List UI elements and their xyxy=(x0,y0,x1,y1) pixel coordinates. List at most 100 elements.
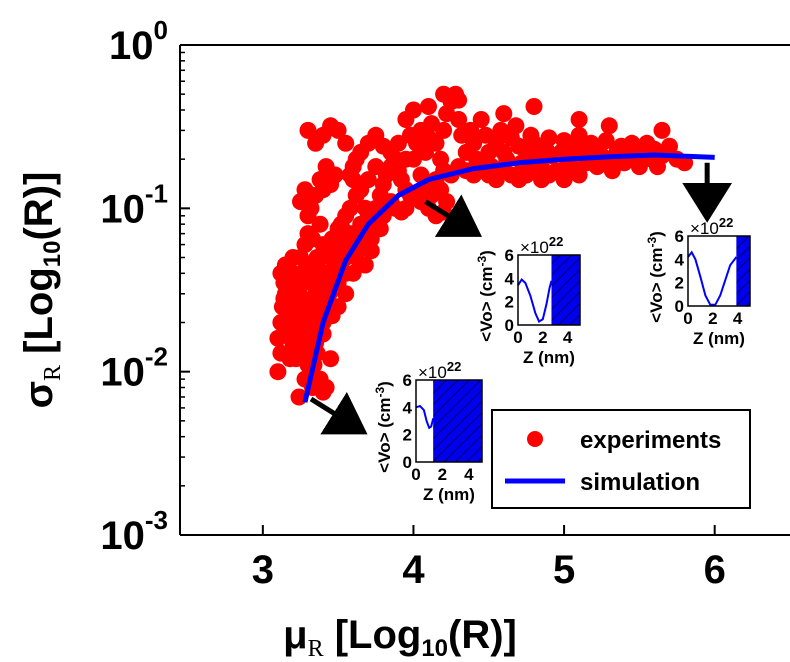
inset-y-tick-label: 4 xyxy=(505,269,515,288)
y-tick-label: 10-3 xyxy=(100,505,168,558)
experiment-point xyxy=(603,162,621,180)
y-tick-label: 100 xyxy=(109,15,168,68)
experiment-point xyxy=(374,137,392,155)
y-tick-label: 10-1 xyxy=(100,178,168,231)
experiment-point xyxy=(525,98,543,115)
experiment-point xyxy=(392,203,410,221)
inset-frame xyxy=(415,379,483,463)
experiment-point xyxy=(435,121,453,139)
experiment-point xyxy=(272,264,290,282)
pointer-arrow xyxy=(424,194,482,237)
pointer-arrow xyxy=(309,391,368,435)
inset-curve xyxy=(415,404,435,430)
experiment-point xyxy=(427,134,445,152)
experiment-point xyxy=(341,166,359,184)
y-title-main: σ xyxy=(17,381,61,408)
legend: experiments simulation xyxy=(491,409,751,509)
x-title-main: μ xyxy=(283,613,307,657)
y-axis-title: σR [Log10(R)] xyxy=(17,172,66,409)
inset-x-label: Z (nm) xyxy=(523,348,575,367)
experiment-point xyxy=(435,85,453,103)
y-tick-label: 10-2 xyxy=(100,342,168,395)
experiment-point xyxy=(570,166,588,184)
experiment-point xyxy=(269,329,287,347)
experiment-point xyxy=(307,134,325,152)
inset-y-tick-label: 6 xyxy=(403,371,412,390)
y-title-text: [Log xyxy=(17,267,61,365)
experiment-point xyxy=(337,134,355,152)
inset-x-tick-label: 0 xyxy=(683,309,692,328)
x-tick-label: 6 xyxy=(704,548,726,592)
experiment-point xyxy=(472,111,490,128)
x-title-sub2: 10 xyxy=(421,635,448,662)
inset-x-tick-label: 2 xyxy=(438,465,447,484)
experiment-point xyxy=(495,105,513,123)
arrow-layer xyxy=(309,162,733,435)
inset-barrier xyxy=(551,255,580,325)
experiment-point xyxy=(438,193,456,211)
inset-y-tick-label: 6 xyxy=(505,246,514,265)
experiment-point xyxy=(367,158,385,176)
experiment-point xyxy=(397,150,415,168)
inset-frame xyxy=(517,254,581,326)
experiment-point xyxy=(296,181,314,199)
inset-frame xyxy=(687,235,751,307)
experiment-point xyxy=(269,363,287,381)
x-title-text: [Log xyxy=(324,613,422,657)
x-axis-title: μR [Log10(R)] xyxy=(283,613,517,662)
inset-x-tick-label: 2 xyxy=(708,309,717,328)
experiment-point xyxy=(356,256,374,274)
y-title-tail: (R)] xyxy=(17,172,61,241)
inset-exponent: ×1022 xyxy=(690,215,733,238)
experiment-point xyxy=(356,199,374,217)
x-tick-label: 4 xyxy=(402,548,425,592)
inset-y-tick-label: 6 xyxy=(675,227,684,246)
inset-barrier xyxy=(736,236,750,306)
experiment-point xyxy=(462,121,480,139)
inset-curve xyxy=(687,250,738,306)
inset-y-tick-label: 0 xyxy=(675,297,684,316)
experiment-point xyxy=(347,150,365,168)
experiment-point xyxy=(276,285,294,303)
y-title-sub2: 10 xyxy=(39,241,66,268)
simulation-line xyxy=(302,152,715,403)
experiment-point xyxy=(540,129,558,147)
inset-x-tick-label: 0 xyxy=(513,328,522,347)
experiment-point xyxy=(371,220,389,238)
inset-x-tick-label: 4 xyxy=(464,465,474,484)
experiment-point xyxy=(299,298,317,316)
inset-y-label: <Vo> (cm-3) xyxy=(373,381,394,473)
inset-barrier xyxy=(433,380,482,462)
experiment-point xyxy=(420,98,437,115)
experiment-point xyxy=(600,117,618,135)
x-tick-label: 3 xyxy=(252,548,274,592)
experiment-point xyxy=(555,171,573,189)
inset-x-label: Z (nm) xyxy=(693,329,745,348)
experiment-point xyxy=(661,137,678,155)
experiment-point xyxy=(317,158,335,176)
inset-x-tick-label: 4 xyxy=(563,328,573,347)
experiment-point xyxy=(570,111,588,128)
experiment-point xyxy=(465,134,483,152)
experiment-point xyxy=(362,242,380,260)
inset-exponent: ×1022 xyxy=(520,234,563,257)
ticks-layer: 3 4 5 6 10-3 10-2 10-1 100 xyxy=(100,15,725,592)
inset-x-label: Z (nm) xyxy=(423,485,475,504)
legend-label-simulation: simulation xyxy=(580,469,700,496)
y-title-sub: R xyxy=(40,365,66,381)
inset-y-tick-label: 2 xyxy=(403,426,412,445)
x-tick-label: 5 xyxy=(553,548,575,592)
experiment-point xyxy=(401,126,419,144)
experiment-point xyxy=(450,91,468,109)
experiment-point xyxy=(308,256,326,274)
experiment-point xyxy=(507,117,525,135)
experiment-point xyxy=(322,350,340,368)
experiment-point xyxy=(540,166,558,184)
inset-y-tick-label: 4 xyxy=(403,398,413,417)
experiment-point xyxy=(311,171,329,189)
experiment-point xyxy=(450,111,468,128)
